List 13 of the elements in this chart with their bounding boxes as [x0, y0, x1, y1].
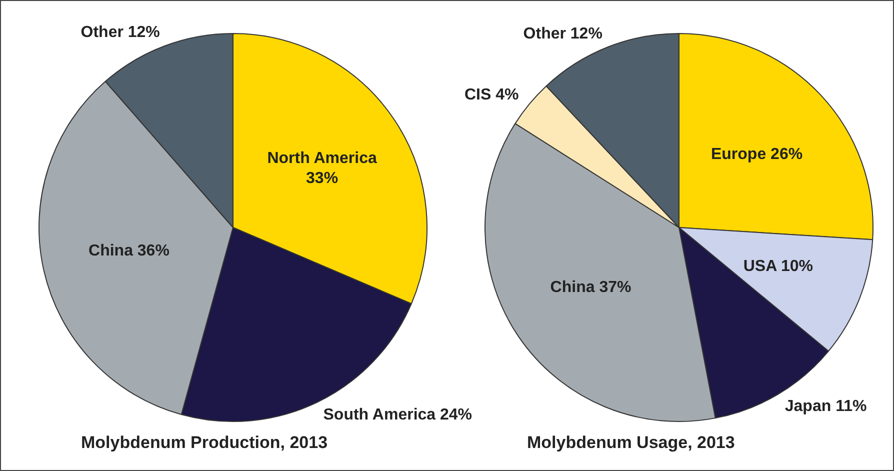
slice-label: South America 24% — [323, 406, 472, 424]
slice-label: China 36% — [88, 242, 170, 260]
slice-label: North America — [267, 150, 377, 168]
slice-label: Japan 11% — [784, 398, 867, 415]
slice-label: Other 12% — [523, 26, 602, 43]
text: Molybdenum Usage, 2013 — [527, 433, 735, 453]
slice-label: China 37% — [550, 278, 632, 296]
slice-label: Other 12% — [80, 24, 160, 42]
slice-label: CIS 4% — [464, 86, 519, 104]
data-label: 33% — [306, 170, 338, 188]
slice-label: USA 10% — [743, 258, 814, 276]
slice-label: Europe 26% — [710, 146, 803, 163]
text: Molybdenum Production, 2013 — [81, 433, 328, 453]
